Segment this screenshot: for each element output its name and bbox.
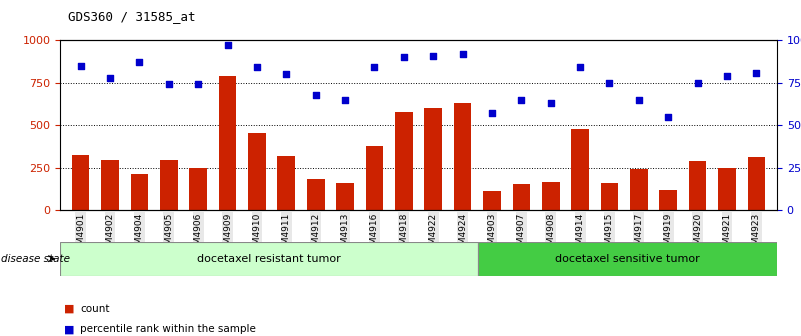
Text: ■: ■: [64, 324, 74, 334]
Point: [191, 82, 204, 87]
Bar: [219, 76, 236, 210]
Bar: [454, 103, 472, 210]
Bar: [601, 183, 618, 210]
Text: GDS360 / 31585_at: GDS360 / 31585_at: [68, 10, 195, 23]
Bar: [571, 129, 589, 210]
Bar: [160, 160, 178, 210]
Bar: [395, 112, 413, 210]
Text: percentile rank within the sample: percentile rank within the sample: [80, 324, 256, 334]
Bar: [277, 156, 295, 210]
Bar: [307, 179, 324, 210]
Point: [691, 80, 704, 85]
Point: [103, 75, 116, 80]
Point: [368, 65, 380, 70]
Point: [515, 97, 528, 102]
Point: [750, 70, 763, 75]
Bar: [513, 184, 530, 210]
Text: ■: ■: [64, 304, 74, 314]
Bar: [659, 191, 677, 210]
Point: [545, 100, 557, 106]
Point: [662, 114, 674, 119]
Bar: [248, 133, 266, 210]
Point: [633, 97, 646, 102]
Point: [485, 111, 498, 116]
Bar: [542, 182, 560, 210]
Point: [309, 92, 322, 97]
FancyBboxPatch shape: [478, 242, 777, 276]
Bar: [365, 146, 383, 210]
Point: [74, 63, 87, 69]
Point: [603, 80, 616, 85]
Point: [457, 51, 469, 56]
Point: [221, 43, 234, 48]
Bar: [189, 168, 207, 210]
Bar: [425, 108, 442, 210]
Text: count: count: [80, 304, 110, 314]
Point: [280, 72, 292, 77]
Point: [163, 82, 175, 87]
Bar: [718, 168, 736, 210]
Bar: [336, 183, 354, 210]
FancyBboxPatch shape: [60, 242, 478, 276]
Point: [339, 97, 352, 102]
Point: [574, 65, 586, 70]
Bar: [131, 173, 148, 210]
Point: [133, 60, 146, 65]
Point: [721, 73, 734, 79]
Bar: [689, 161, 706, 210]
Bar: [72, 155, 90, 210]
Point: [427, 53, 440, 58]
Bar: [630, 169, 648, 210]
Text: docetaxel sensitive tumor: docetaxel sensitive tumor: [555, 254, 700, 264]
Point: [251, 65, 264, 70]
Bar: [101, 160, 119, 210]
Bar: [747, 157, 765, 210]
Point: [397, 55, 410, 60]
Bar: [483, 191, 501, 210]
Text: docetaxel resistant tumor: docetaxel resistant tumor: [197, 254, 341, 264]
Text: disease state: disease state: [1, 254, 70, 264]
